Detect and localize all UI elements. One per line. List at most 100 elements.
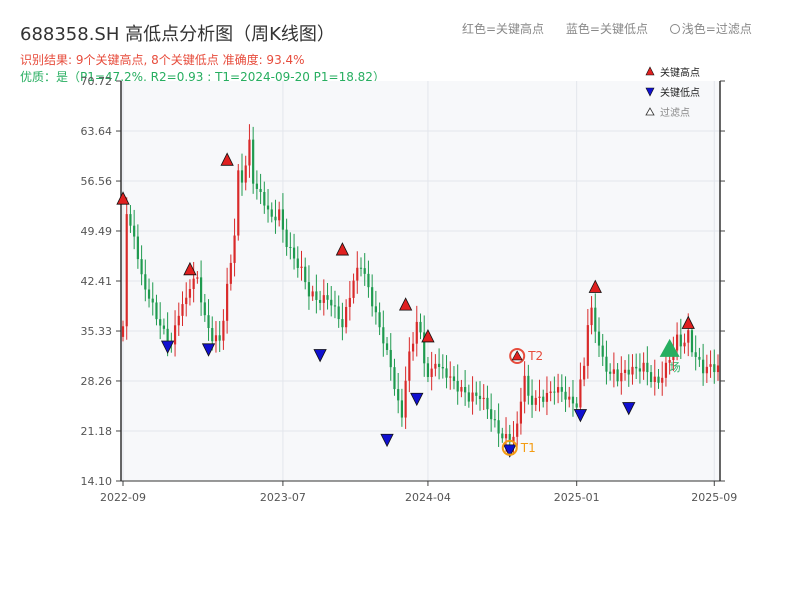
candle-body <box>255 183 258 189</box>
candle-body <box>616 369 619 382</box>
key-low-marker <box>410 392 424 407</box>
candle-body <box>330 299 333 306</box>
candle <box>199 260 203 316</box>
candle-body <box>333 305 337 307</box>
candle <box>642 352 645 380</box>
candle <box>490 393 493 432</box>
candle <box>389 333 392 381</box>
candle-body <box>668 360 671 363</box>
candle <box>705 354 708 383</box>
t2-label: T2 <box>527 349 543 363</box>
candle-body <box>657 376 660 383</box>
candle <box>523 361 526 414</box>
candle <box>185 282 188 317</box>
candle-body <box>679 334 682 347</box>
candle <box>159 302 162 340</box>
candle <box>464 370 467 406</box>
candle-body <box>151 298 154 303</box>
candle <box>226 267 229 334</box>
candle-body <box>266 205 270 210</box>
candle-body <box>159 319 162 326</box>
candle-body <box>259 188 262 192</box>
candle <box>713 349 716 384</box>
key-low-marker <box>201 343 216 357</box>
candle-body <box>177 315 180 326</box>
candle <box>278 201 281 227</box>
candle <box>653 359 656 396</box>
candle <box>471 376 474 415</box>
key-low-marker <box>380 433 394 448</box>
candle-body <box>556 387 560 393</box>
candle <box>694 335 697 371</box>
t2-ring <box>509 347 526 364</box>
candle-body <box>675 334 679 351</box>
candle-body <box>181 304 184 316</box>
candle-body <box>252 139 255 184</box>
candle-body <box>437 363 441 367</box>
candle-body <box>631 366 634 375</box>
candle <box>594 293 597 344</box>
candle <box>664 351 668 387</box>
candle-body <box>352 280 355 298</box>
candle-body <box>538 396 541 398</box>
candle-body <box>211 328 214 342</box>
candle <box>322 279 325 316</box>
candle <box>408 337 411 393</box>
candle-body <box>609 371 612 374</box>
candle-body <box>504 433 508 439</box>
candle <box>359 257 363 277</box>
candle <box>218 321 221 352</box>
candle-body <box>155 302 158 320</box>
candle <box>445 355 448 389</box>
candle-body <box>642 362 645 372</box>
candle <box>623 360 627 381</box>
candle-body <box>166 328 169 343</box>
candle <box>385 337 389 356</box>
candle <box>605 340 608 385</box>
candle-body <box>188 289 192 298</box>
x-tick-label: 2023-07 <box>260 491 306 504</box>
key-high-marker <box>588 279 602 293</box>
legend-red-text: 红色=关键高点 <box>462 22 545 36</box>
candle-body <box>199 277 203 303</box>
candle <box>274 199 277 234</box>
candle-body <box>464 386 467 393</box>
candle-body <box>441 366 444 369</box>
candle <box>411 332 415 361</box>
candle <box>162 318 166 335</box>
candle <box>367 260 370 298</box>
candle <box>121 320 125 342</box>
candle <box>449 361 452 390</box>
y-tick-label: 21.18 <box>81 425 113 438</box>
candle <box>423 315 426 377</box>
candle <box>196 271 199 284</box>
candle-body <box>185 297 188 305</box>
candle-body <box>121 326 125 337</box>
candle-body <box>274 216 277 221</box>
y-tick-label: 70.72 <box>81 75 113 88</box>
candle <box>638 353 642 384</box>
candle-body <box>549 391 552 393</box>
candle <box>426 356 430 383</box>
candle <box>545 376 549 416</box>
candle-body <box>661 377 664 383</box>
candle <box>568 386 571 408</box>
candle <box>661 361 664 396</box>
legend-label: 过滤点 <box>660 106 690 119</box>
x-tick-label: 2025-09 <box>691 491 737 504</box>
legend-low-icon <box>645 87 655 97</box>
candle <box>173 310 177 357</box>
candle-body <box>605 356 608 372</box>
candle <box>456 364 459 405</box>
candle <box>441 354 444 379</box>
candle <box>285 218 288 256</box>
candle-body <box>371 287 374 307</box>
candle-body <box>233 235 236 263</box>
candle <box>374 290 377 325</box>
candle-body <box>568 396 571 400</box>
candle <box>590 296 593 335</box>
candle <box>683 333 686 354</box>
candle-body <box>709 364 712 367</box>
candle-body <box>263 191 266 206</box>
candle-body <box>575 403 578 408</box>
